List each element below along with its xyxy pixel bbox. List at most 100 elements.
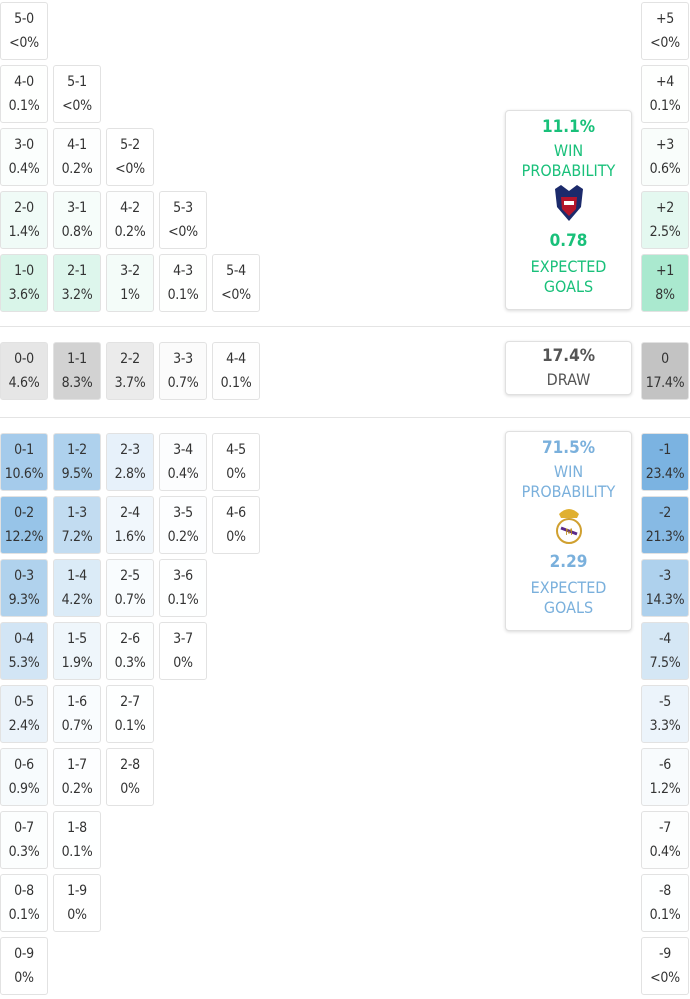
probability: 0.1% [61, 844, 93, 860]
score: 0-7 [14, 820, 34, 836]
score: -7 [659, 820, 671, 836]
probability: 0% [14, 970, 34, 986]
probability: 0.3% [8, 844, 40, 860]
score: 1-2 [67, 442, 87, 458]
probability: 0.1% [8, 907, 40, 923]
score: 3-7 [173, 631, 193, 647]
probability: 0.2% [114, 224, 146, 240]
probability: 8% [655, 287, 675, 303]
score: 5-3 [173, 200, 193, 216]
probability: 0.4% [167, 466, 199, 482]
probability: 0% [226, 529, 246, 545]
score-cell: +5 <0% [641, 2, 689, 60]
score-cell: 0-0 4.6% [0, 342, 48, 400]
score: +2 [656, 200, 674, 216]
probability: 23.4% [645, 466, 685, 482]
draw-label: DRAW [546, 370, 591, 389]
score-cell: 1-0 3.6% [0, 254, 48, 312]
probability: 3.6% [8, 287, 40, 303]
probability: 0.2% [61, 781, 93, 797]
home-logo [554, 185, 583, 221]
probability: 0.7% [167, 375, 199, 391]
probability: 7.5% [649, 655, 681, 671]
score-cell: 3-3 0.7% [159, 342, 207, 400]
score: 2-1 [67, 263, 87, 279]
score: +1 [656, 263, 674, 279]
score-cell: 0-2 12.2% [0, 496, 48, 554]
separator [0, 417, 690, 418]
probability: 5.3% [8, 655, 40, 671]
probability: 8.3% [61, 375, 93, 391]
draw-panel: 17.4% DRAW [505, 341, 632, 395]
score: +5 [656, 11, 674, 27]
probability: 0.1% [167, 592, 199, 608]
score-cell: 2-3 2.8% [106, 433, 154, 491]
score-cell: 5-2 <0% [106, 128, 154, 186]
probability: 0.6% [649, 161, 681, 177]
probability: <0% [115, 161, 145, 177]
probability: 17.4% [645, 375, 685, 391]
score: 5-2 [120, 137, 140, 153]
score-cell: -4 7.5% [641, 622, 689, 680]
probability: 0.7% [61, 718, 93, 734]
score-cell: 1-8 0.1% [53, 811, 101, 869]
score-cell: 0-9 0% [0, 937, 48, 995]
probability: 14.3% [645, 592, 685, 608]
score: 0-1 [14, 442, 34, 458]
score-cell: 0-1 10.6% [0, 433, 48, 491]
score-cell: 1-3 7.2% [53, 496, 101, 554]
score-cell: 2-1 3.2% [53, 254, 101, 312]
score: 4-0 [14, 74, 34, 90]
probability: 0% [67, 907, 87, 923]
separator [0, 326, 690, 327]
score-cell: 3-2 1% [106, 254, 154, 312]
score-cell: 5-0 <0% [0, 2, 48, 60]
probability: <0% [9, 35, 39, 51]
score-cell: 1-7 0.2% [53, 748, 101, 806]
probability: <0% [62, 98, 92, 114]
probability: 0.1% [167, 287, 199, 303]
score: 5-0 [14, 11, 34, 27]
win-label: WIN PROBABILITY [521, 141, 616, 180]
probability: 2.5% [649, 224, 681, 240]
score: 4-5 [226, 442, 246, 458]
probability: 0% [173, 655, 193, 671]
probability: 0.1% [114, 718, 146, 734]
score-cell: +4 0.1% [641, 65, 689, 123]
score-cell: 0-8 0.1% [0, 874, 48, 932]
score-cell: 2-5 0.7% [106, 559, 154, 617]
score-cell: -8 0.1% [641, 874, 689, 932]
score: 3-3 [173, 351, 193, 367]
probability: 1.2% [649, 781, 681, 797]
probability: 0.2% [61, 161, 93, 177]
probability: 3.3% [649, 718, 681, 734]
score: 2-7 [120, 694, 140, 710]
score-cell: 0-7 0.3% [0, 811, 48, 869]
probability: 7.2% [61, 529, 93, 545]
score-cell: 4-5 0% [212, 433, 260, 491]
win-probability: 71.5% [541, 438, 596, 458]
score: 3-4 [173, 442, 193, 458]
score-cell: -3 14.3% [641, 559, 689, 617]
probability: <0% [168, 224, 198, 240]
score-cell: 3-5 0.2% [159, 496, 207, 554]
score: 2-6 [120, 631, 140, 647]
probability: 0.1% [649, 98, 681, 114]
score: 0-0 [14, 351, 34, 367]
score-cell: 2-2 3.7% [106, 342, 154, 400]
score-cell: 0-5 2.4% [0, 685, 48, 743]
probability: 4.2% [61, 592, 93, 608]
score: 3-0 [14, 137, 34, 153]
score: 0-4 [14, 631, 34, 647]
score: -4 [659, 631, 671, 647]
score-cell: 0-4 5.3% [0, 622, 48, 680]
score-cell: 4-2 0.2% [106, 191, 154, 249]
svg-text:M: M [565, 528, 573, 538]
score: 5-4 [226, 263, 246, 279]
probability: 0.7% [114, 592, 146, 608]
score-cell: -7 0.4% [641, 811, 689, 869]
draw-probability: 17.4% [541, 346, 596, 366]
score-cell: -2 21.3% [641, 496, 689, 554]
score: 0 [661, 351, 669, 367]
win-probability: 11.1% [541, 117, 596, 137]
